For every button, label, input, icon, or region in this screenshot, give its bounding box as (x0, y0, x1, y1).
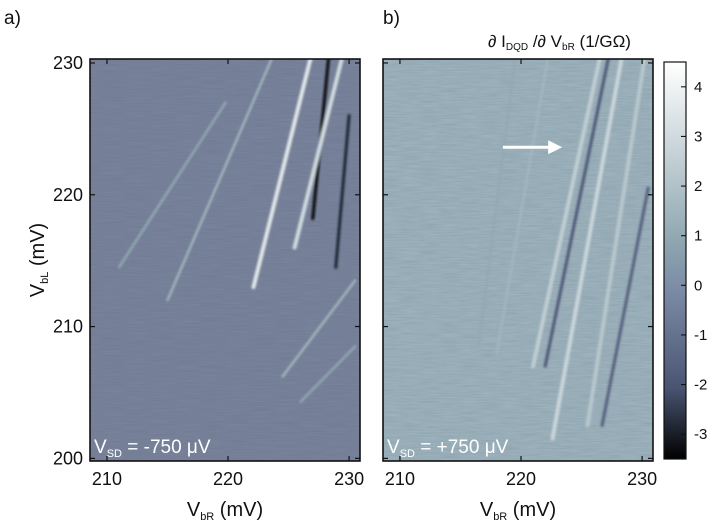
bright-ridge-2 (292, 59, 344, 250)
colorbar-tick-label: -2 (694, 377, 707, 394)
bright-ridge-7 (299, 345, 357, 403)
dark-ridge-1 (543, 59, 610, 368)
colorbar-tick-label: 1 (694, 228, 702, 245)
y-axis-label: VbL (mV) (27, 223, 51, 297)
annotation-vsd: VSD = -750 μV (94, 437, 211, 460)
bright-ridge-4 (166, 59, 273, 302)
y-tick-label: 220 (53, 185, 83, 205)
y-tick-label: 210 (53, 317, 83, 337)
colorbar-tick-label: 2 (694, 178, 702, 195)
x-tick-label: 220 (506, 469, 536, 489)
dark-ridge-4 (600, 186, 650, 427)
y-tick-label: 200 (53, 448, 83, 468)
bright-ridge-0 (531, 59, 602, 369)
arrow-head (548, 140, 563, 155)
plot-frame (89, 58, 361, 462)
x-tick-label: 210 (92, 469, 122, 489)
panel-label-b: b) (383, 8, 400, 29)
bright-ridge-5 (117, 101, 227, 269)
bright-ridge-2 (550, 59, 624, 441)
bright-ridge-6 (477, 59, 517, 348)
annotation-vsd: VSD = +750 μV (387, 437, 509, 460)
heatmap-panel-b: 210 220 230 VbR (mV) VSD = +750 μV (382, 58, 657, 523)
bright-ridge-0 (251, 59, 313, 289)
x-tick-label: 230 (334, 469, 364, 489)
colorbar-tick-label: -3 (694, 426, 707, 443)
colorbar: ∂ IDQD /∂ VbR (1/GΩ) 4 3 2 1 0 -1 -2 -3 (488, 32, 707, 460)
heatmap-texture (90, 59, 360, 461)
colorbar-tick-label: -1 (694, 327, 707, 344)
x-tick-label: 210 (385, 469, 415, 489)
panel-label-a: a) (4, 8, 21, 29)
colorbar-tick-label: 4 (694, 79, 702, 96)
colorbar-tick-label: 0 (694, 277, 702, 294)
heatmap-panel-a: 210 220 230 200 210 220 230 VbR (mV) VbL (mV) VSD… (27, 53, 364, 523)
colorbar-title: ∂ IDQD /∂ VbR (1/GΩ) (488, 32, 631, 53)
x-axis-label: VbR (mV) (480, 499, 556, 523)
bright-ridge-6 (281, 279, 357, 378)
colorbar-tick-label: 3 (694, 128, 702, 145)
dark-ridge-3 (334, 114, 351, 269)
x-tick-label: 220 (213, 469, 243, 489)
bright-ridge-5 (495, 59, 549, 355)
x-axis-label: VbR (mV) (187, 499, 263, 523)
x-tick-label: 230 (627, 469, 657, 489)
bright-ridge-3 (585, 59, 647, 428)
colorbar-gradient (663, 61, 687, 460)
y-tick-label: 230 (53, 53, 83, 73)
plot-frame (382, 58, 654, 462)
